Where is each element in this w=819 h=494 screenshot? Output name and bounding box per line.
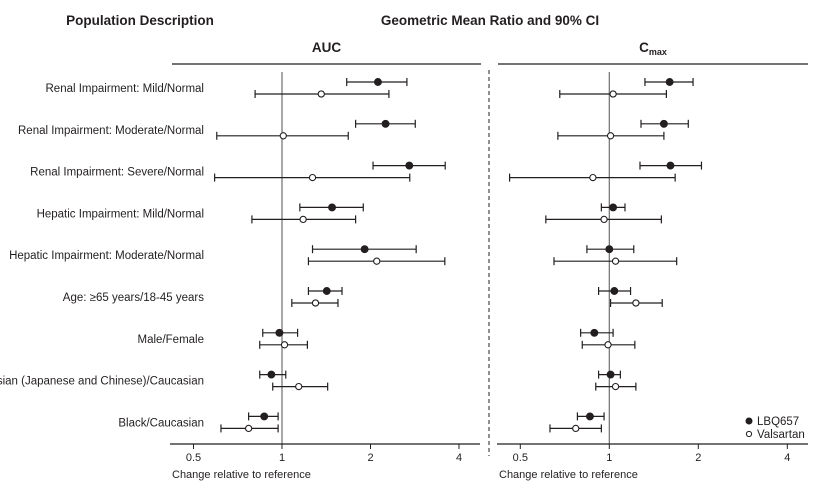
point-lbq657 (606, 370, 615, 379)
point-lbq657 (610, 287, 619, 295)
point-valsartan (317, 90, 325, 98)
point-valsartan (308, 173, 317, 182)
row-label: Renal Impairment: Severe/Normal (30, 167, 204, 179)
x-tick-label: 2 (695, 452, 701, 464)
point-lbq657 (605, 245, 614, 254)
point-valsartan (299, 215, 307, 224)
x-tick-label: 4 (784, 452, 790, 464)
legend-label: Valsartan (757, 429, 805, 441)
point-valsartan (280, 341, 289, 349)
point-valsartan (611, 257, 620, 265)
panel-title: AUC (312, 40, 341, 55)
point-valsartan (295, 382, 303, 391)
point-valsartan (244, 424, 253, 433)
row-label: Age: ≥65 years/18-45 years (63, 292, 204, 304)
point-lbq657 (590, 328, 599, 337)
panel-auc: AUC 0.5 1 2 4 Change relative to reference (170, 40, 481, 481)
row-label: Hepatic Impairment: Moderate/Normal (9, 250, 204, 262)
point-lbq657 (665, 78, 674, 86)
row-label: Black/Caucasian (118, 417, 204, 429)
panel-title: Cmax (639, 40, 667, 57)
point-lbq657 (328, 203, 337, 212)
row-header: Population Description (66, 13, 214, 28)
point-valsartan (572, 424, 580, 433)
row-label: Asian (Japanese and Chinese)/Caucasian (0, 376, 204, 388)
point-valsartan (373, 257, 381, 265)
point-lbq657 (405, 161, 414, 170)
x-tick-label: 1 (279, 452, 285, 464)
point-lbq657 (373, 78, 382, 86)
point-valsartan (611, 382, 620, 391)
row-label: Hepatic Impairment: Mild/Normal (37, 208, 204, 220)
point-lbq657 (585, 412, 594, 421)
point-lbq657 (381, 119, 390, 128)
point-lbq657 (322, 287, 331, 295)
point-lbq657 (260, 412, 269, 421)
x-tick-label: 1 (606, 452, 612, 464)
row-label: Male/Female (138, 334, 204, 346)
point-lbq657 (267, 370, 276, 379)
x-tick-label: 0.5 (513, 452, 528, 464)
row-labels: Renal Impairment: Mild/Normal Renal Impai… (0, 83, 204, 429)
point-valsartan (311, 299, 320, 307)
legend-label: LBQ657 (757, 416, 799, 428)
x-tick-label: 4 (456, 452, 462, 464)
x-tick-label: 0.5 (186, 452, 201, 464)
point-lbq657 (275, 328, 284, 337)
point-lbq657 (360, 245, 369, 254)
legend-marker-open (745, 430, 753, 438)
point-valsartan (604, 341, 612, 349)
point-valsartan (279, 132, 287, 140)
point-lbq657 (609, 203, 618, 212)
panel-cmax: Cmax 0.5 1 2 4 Change relative to reference (497, 40, 808, 481)
point-lbq657 (659, 119, 668, 128)
point-valsartan (609, 90, 617, 98)
x-tick-label: 2 (367, 452, 373, 464)
x-axis-label: Change relative to reference (172, 469, 311, 481)
row-label: Renal Impairment: Mild/Normal (46, 83, 205, 95)
point-valsartan (589, 173, 597, 182)
point-valsartan (632, 299, 640, 307)
panel-title-subscript: max (649, 47, 667, 57)
x-axis-label: Change relative to reference (499, 469, 638, 481)
row-label: Renal Impairment: Moderate/Normal (18, 125, 204, 137)
point-valsartan (600, 215, 608, 224)
legend-marker-filled (745, 417, 753, 425)
chart-title: Geometric Mean Ratio and 90% CI (381, 13, 599, 28)
point-lbq657 (666, 161, 675, 170)
point-valsartan (606, 132, 615, 140)
